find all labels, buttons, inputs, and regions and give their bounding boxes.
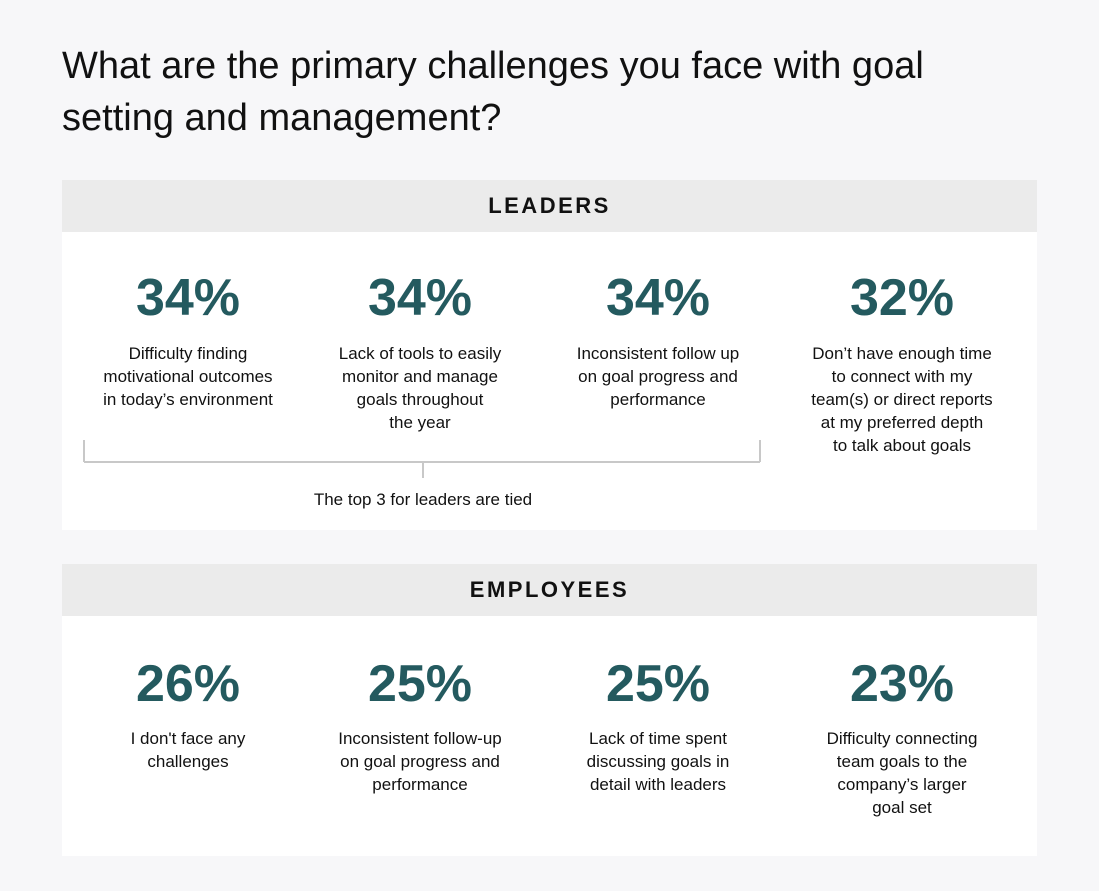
stat-label: detail with leaders [589, 775, 727, 794]
stat-value: 32% [849, 269, 955, 327]
stat-label: the year [389, 413, 451, 432]
stat-label: team(s) or direct reports [811, 390, 993, 409]
stat-label: motivational outcomes [103, 367, 273, 386]
stat-label: to talk about goals [833, 436, 971, 455]
stat-label: at my preferred depth [820, 413, 984, 432]
stat-label: company’s larger [837, 775, 967, 794]
stat-value: 23% [849, 655, 955, 713]
section-panel [62, 180, 1037, 530]
stat-label: I don't face any [130, 729, 246, 748]
stat-label: goals throughout [356, 390, 484, 409]
stat-label: discussing goals in [586, 752, 730, 771]
section-heading: EMPLOYEES [62, 564, 1037, 616]
stat-label: Inconsistent follow up [576, 344, 740, 363]
stat-label: on goal progress and [340, 752, 500, 771]
stat-value: 26% [135, 655, 241, 713]
section-note: The top 3 for leaders are tied [313, 490, 533, 509]
stat-label: team goals to the [836, 752, 968, 771]
stat-label: Inconsistent follow-up [338, 729, 502, 748]
stat-label: goal set [872, 798, 932, 817]
section-heading: LEADERS [62, 180, 1037, 232]
stat-value: 34% [135, 269, 241, 327]
stat-label: monitor and manage [342, 367, 498, 386]
stat-label: performance [610, 390, 706, 409]
title-line: setting and management? [62, 97, 502, 139]
stat-label: to connect with my [831, 367, 973, 386]
stat-label: Difficulty connecting [826, 729, 978, 748]
stat-label: Difficulty finding [128, 344, 248, 363]
stat-label: Lack of time spent [589, 729, 727, 748]
stat-value: 34% [367, 269, 473, 327]
stat-label: Don’t have enough time [812, 344, 992, 363]
stat-label: in today’s environment [103, 390, 273, 409]
stat-value: 25% [367, 655, 473, 713]
stat-value: 34% [605, 269, 711, 327]
title-line: What are the primary challenges you face… [62, 45, 924, 87]
stat-label: performance [372, 775, 468, 794]
stat-label: on goal progress and [578, 367, 738, 386]
stat-value: 25% [605, 655, 711, 713]
stat-label: challenges [147, 752, 229, 771]
stat-label: Lack of tools to easily [338, 344, 502, 363]
